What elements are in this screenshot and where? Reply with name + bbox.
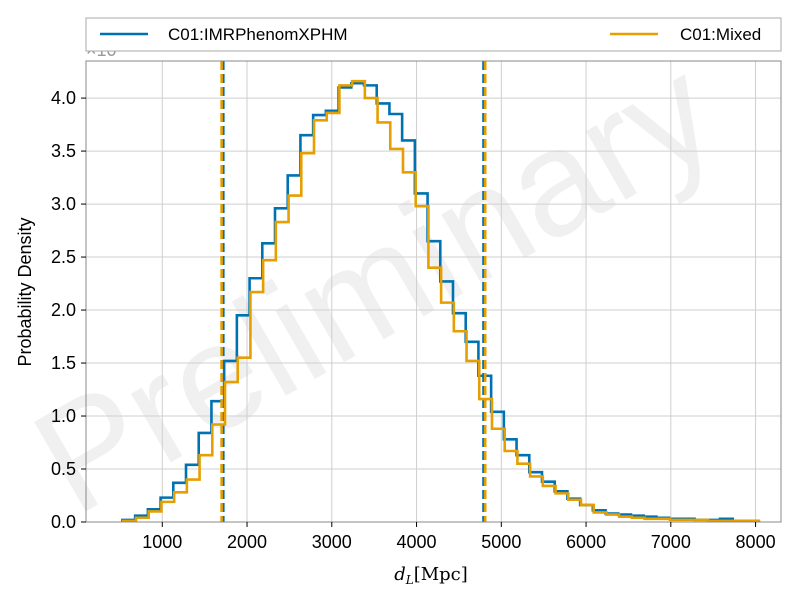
watermark-text: Preliminary (7, 25, 741, 546)
y-tick-label: 1.0 (51, 406, 76, 426)
y-tick-label: 0.0 (51, 512, 76, 532)
x-tick-label: 7000 (651, 532, 691, 552)
y-tick-label: 2.5 (51, 247, 76, 267)
x-tick-label: 4000 (397, 532, 437, 552)
y-tick-label: 1.5 (51, 353, 76, 373)
grid (86, 61, 781, 523)
axis-ticks: 1000 2000 3000 4000 5000 6000 7000 8000 0.0 0.5 1.… (51, 88, 776, 552)
x-tick-label: 6000 (566, 532, 606, 552)
x-tick-label: 8000 (736, 532, 776, 552)
x-tick-label: 5000 (481, 532, 521, 552)
plot-area-frame (85, 60, 782, 523)
x-tick-label: 1000 (142, 532, 182, 552)
x-tick-label: 2000 (227, 532, 267, 552)
y-tick-label: 2.0 (51, 300, 76, 320)
y-axis-label: Probability Density (15, 217, 35, 366)
legend-label-mixed: C01:Mixed (680, 25, 761, 44)
y-tick-label: 0.5 (51, 459, 76, 479)
y-tick-label: 4.0 (51, 88, 76, 108)
x-axis-label: dL[Mpc] (394, 564, 468, 587)
series-group (121, 61, 761, 523)
histogram-series-1 (121, 79, 761, 523)
legend-label-imrphenomxphm: C01:IMRPhenomXPHM (168, 25, 348, 44)
x-tick-label: 3000 (312, 532, 352, 552)
y-tick-label: 3.0 (51, 194, 76, 214)
legend: C01:IMRPhenomXPHM C01:Mixed (85, 17, 782, 52)
y-tick-label: 3.5 (51, 141, 76, 161)
legend-box (85, 17, 782, 52)
